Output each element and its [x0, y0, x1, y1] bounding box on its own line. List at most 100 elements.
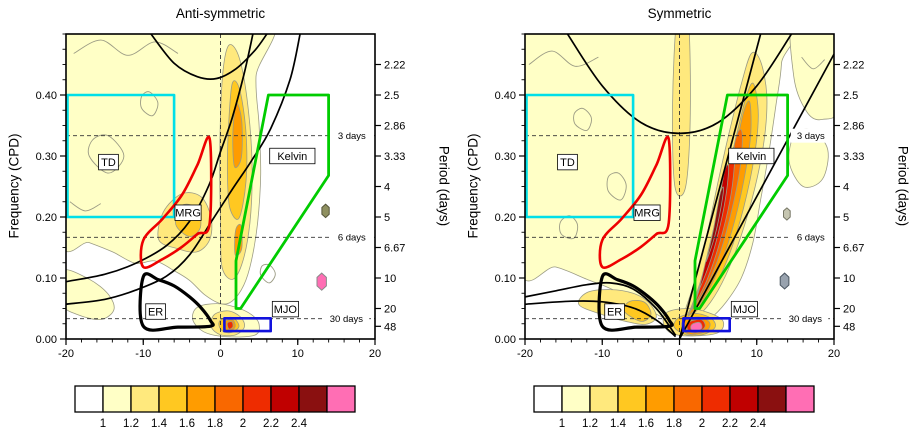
colorbar-tick-label: 1.4 [610, 418, 627, 430]
wave-filter-boxes [525, 93, 789, 333]
xtick-label: 10 [751, 348, 763, 360]
colorbar-tick-label: 1.6 [179, 418, 195, 430]
filter-box-MRG [598, 135, 672, 270]
freq-tick-label: 0.00 [495, 334, 516, 346]
axis-ticks: -20 -10 0 10 20 0.00 0.10 0.20 0.30 0.40 2.22 2.5 2.… [495, 33, 864, 360]
period-tick-label: 6.67 [843, 243, 864, 255]
yaxis-label-period-left: Period (days) [436, 145, 452, 227]
filter-box-MJO [223, 317, 272, 333]
period-line-label-box [790, 230, 831, 245]
colorbar-left: 1 1.2 1.4 1.6 1.8 2 2.2 2.4 [74, 385, 356, 430]
period-tick-label: 3.33 [843, 151, 864, 163]
filter-box-Kelvin [693, 93, 789, 310]
period-tick-label: 3.33 [384, 151, 405, 163]
filter-box-ER [597, 272, 674, 332]
yaxis-label-period-right: Period (days) [895, 145, 911, 227]
period-tick-label: 5 [384, 212, 390, 224]
period-line-label-box [323, 311, 370, 326]
colorbar-tick-label: 1 [100, 418, 106, 430]
MJO-label-box [271, 300, 299, 318]
TD-label: TD [101, 157, 116, 169]
period-tick-label: 5 [843, 212, 849, 224]
colorbar-tick-label: 2.2 [263, 418, 279, 430]
colorbar-tick-label: 2.4 [291, 418, 308, 430]
colorbar-right: 1 1.2 1.4 1.6 1.8 2 2.2 2.4 [533, 385, 815, 430]
freq-tick-label: 0.10 [495, 273, 516, 285]
yaxis-label-frequency-left: Frequency (CPD) [6, 133, 22, 239]
freq-tick-label: 0.20 [36, 212, 57, 224]
MRG-label-box [174, 204, 202, 221]
background-contour-lines [528, 50, 826, 240]
ER-label: ER [607, 307, 622, 319]
MJO-label: MJO [733, 304, 757, 316]
annotation-labels: TD MRG Kelvin ER MJO 3 days 6 days 30 days [557, 128, 831, 326]
antisymmetric-spectrum-chart: -20 -10 0 10 20 0.00 0.10 0.20 0.30 0.40 2.22 2.5 2.… [36, 33, 405, 360]
period-line-label: 6 days [797, 233, 825, 244]
filter-box-Kelvin [234, 93, 330, 310]
period-tick-label: 2.22 [384, 60, 405, 72]
period-tick-label: 4 [843, 182, 849, 194]
TD-label-box [98, 153, 119, 171]
dispersion-curves [66, 34, 301, 306]
period-line-label: 30 days [330, 314, 364, 325]
xtick-label: -10 [594, 348, 610, 360]
colorbar-tick-label: 1.4 [151, 418, 168, 430]
xtick-label: -20 [58, 348, 74, 360]
TD-label-box [557, 153, 578, 171]
reference-gridlines [66, 34, 375, 339]
freq-tick-label: 0.20 [495, 212, 516, 224]
freq-tick-label: 0.40 [495, 90, 516, 102]
Kelvin-label: Kelvin [736, 151, 766, 163]
filter-box-MRG [139, 135, 213, 270]
filter-box-TD [525, 93, 635, 219]
MJO-label-box [730, 300, 758, 318]
period-tick-label: 6.67 [384, 243, 405, 255]
annotation-labels: TD MRG Kelvin ER MJO 3 days 6 days 30 days [98, 128, 372, 326]
period-line-label-box [331, 230, 372, 245]
xtick-label: 20 [828, 348, 840, 360]
filter-box-ER [138, 272, 215, 332]
period-tick-label: 20 [843, 304, 855, 316]
colorbar-tick-label: 2 [699, 418, 705, 430]
TD-label: TD [560, 157, 575, 169]
period-line-label: 3 days [338, 131, 366, 142]
reference-gridlines [525, 34, 834, 339]
period-line-label-box [331, 128, 372, 143]
period-tick-label: 4 [384, 182, 390, 194]
ER-label: ER [148, 307, 163, 319]
panel-title-symmetric: Symmetric [647, 6, 712, 21]
contour-blobs [66, 34, 276, 338]
xtick-label: -10 [135, 348, 151, 360]
colorbar-tick-label: 1.8 [666, 418, 682, 430]
freq-tick-label: 0.00 [36, 334, 57, 346]
spectral-artifact-spots [316, 203, 330, 291]
period-tick-label: 48 [843, 321, 855, 333]
freq-tick-label: 0.10 [36, 273, 57, 285]
colorbar-tick-label: 2.2 [722, 418, 738, 430]
Kelvin-label: Kelvin [277, 151, 307, 163]
panel-title-antisymmetric: Anti-symmetric [175, 6, 266, 21]
colorbar-tick-label: 2 [240, 418, 246, 430]
filter-box-MJO [682, 317, 731, 333]
freq-tick-label: 0.40 [36, 90, 57, 102]
Kelvin-label-box [728, 147, 775, 165]
colorbar-tick-label: 1 [559, 418, 565, 430]
filter-box-TD [66, 93, 176, 219]
period-line-label: 3 days [797, 131, 825, 142]
period-tick-label: 48 [384, 321, 396, 333]
xtick-label: 10 [292, 348, 304, 360]
period-tick-label: 20 [384, 304, 396, 316]
xtick-label: 20 [369, 348, 381, 360]
spectral-artifact-spots [779, 207, 791, 290]
symmetric-spectrum-chart: -20 -10 0 10 20 0.00 0.10 0.20 0.30 0.40 2.22 2.5 2.… [495, 33, 864, 360]
contour-blobs [525, 34, 834, 337]
colorbar-tick-label: 1.2 [123, 418, 139, 430]
period-tick-label: 10 [384, 273, 396, 285]
ER-label-box [604, 303, 625, 320]
period-tick-label: 2.5 [843, 90, 858, 102]
xtick-label: 0 [676, 348, 682, 360]
freq-tick-label: 0.30 [495, 151, 516, 163]
period-tick-label: 10 [843, 273, 855, 285]
background-contour-lines [69, 39, 276, 284]
